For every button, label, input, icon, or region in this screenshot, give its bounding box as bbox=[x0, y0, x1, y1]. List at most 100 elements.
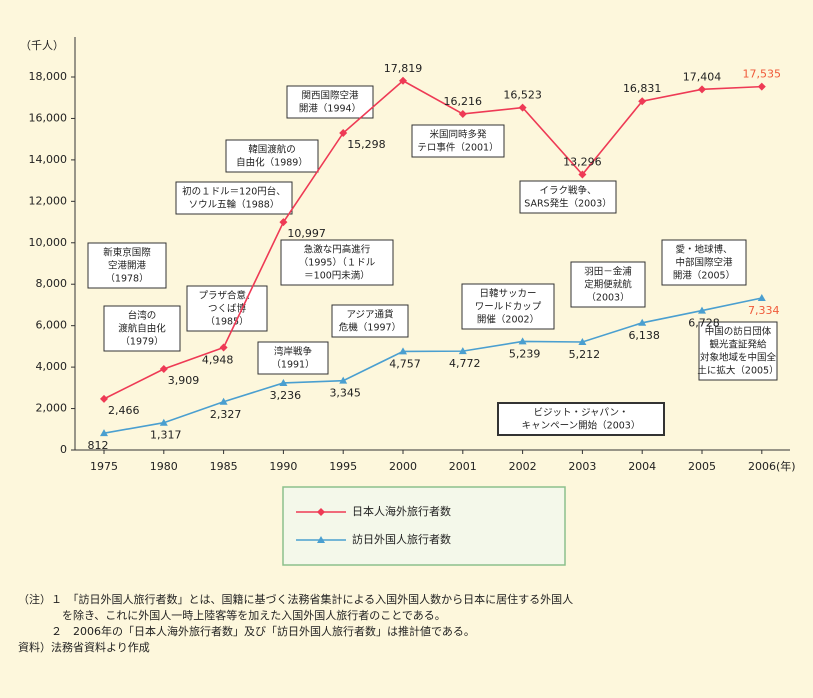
x-tick-label: 2001 bbox=[449, 460, 477, 473]
annotation-text: 急激な円高進行 bbox=[304, 244, 371, 256]
annotation-text: ビジット・ジャパン・ bbox=[533, 408, 628, 419]
annotation-text: つくば博 bbox=[208, 303, 247, 315]
data-label: 5,212 bbox=[569, 348, 601, 361]
point bbox=[698, 85, 706, 94]
point bbox=[339, 376, 348, 384]
y-tick-label: 0 bbox=[60, 443, 67, 456]
annotation-box bbox=[225, 139, 319, 173]
data-label: 13,296 bbox=[563, 155, 602, 168]
legend-label: 訪日外国人旅行者数 bbox=[352, 532, 451, 546]
y-tick-label: 8,000 bbox=[36, 277, 68, 290]
data-label: 17,535 bbox=[743, 68, 782, 81]
annotation: プラザ合意、つくば博（1985） bbox=[186, 285, 268, 332]
data-label: 3,236 bbox=[270, 389, 302, 402]
y-tick-label: 2,000 bbox=[36, 402, 68, 415]
data-label: 5,239 bbox=[509, 347, 541, 360]
data-label: 17,404 bbox=[683, 70, 722, 83]
x-tick-label: 1990 bbox=[269, 460, 297, 473]
point bbox=[219, 397, 228, 405]
annotation-text: SARS発生（2003） bbox=[524, 198, 612, 210]
annotation-box bbox=[286, 85, 374, 119]
annotation-text: テロ事件（2001） bbox=[417, 142, 498, 154]
point bbox=[638, 97, 647, 106]
annotation-text: （1995）（１ドル bbox=[299, 257, 376, 269]
annotation-text: 新東京国際 bbox=[103, 247, 151, 259]
annotation: 初の１ドル＝120円台、ソウル五輪（1988） bbox=[175, 181, 293, 215]
x-tick-label: 1980 bbox=[150, 460, 178, 473]
x-tick-label: 2006(年) bbox=[748, 459, 796, 473]
point bbox=[100, 429, 108, 437]
point bbox=[757, 82, 766, 91]
annotation-text: 対象地域を中国全 bbox=[700, 352, 777, 364]
annotation-box bbox=[570, 261, 646, 308]
annotation: 急激な円高進行（1995）（１ドル＝100円未満） bbox=[280, 239, 394, 286]
data-label: 1,317 bbox=[150, 429, 182, 442]
point bbox=[399, 347, 407, 355]
point bbox=[638, 318, 647, 326]
annotation-text: （1979） bbox=[120, 336, 163, 348]
annotation-text: キャンペーン開始（2003） bbox=[522, 420, 641, 432]
legend-label: 日本人海外旅行者数 bbox=[352, 504, 451, 518]
data-label: 4,948 bbox=[202, 353, 234, 366]
legend-marker bbox=[317, 536, 325, 543]
data-label: 6,728 bbox=[688, 317, 720, 330]
point bbox=[518, 103, 527, 112]
point bbox=[757, 294, 766, 302]
annotation-text: 中部国際空港 bbox=[675, 257, 733, 269]
x-tick-label: 1985 bbox=[210, 460, 238, 473]
data-label: 2,466 bbox=[108, 404, 140, 417]
annotation-text: 開港（1994） bbox=[299, 103, 361, 115]
data-label: 4,757 bbox=[389, 357, 421, 370]
x-tick-label: 2004 bbox=[628, 460, 656, 473]
data-label: 10,997 bbox=[287, 227, 326, 240]
annotation-box bbox=[331, 304, 409, 338]
annotation-text: （2003） bbox=[586, 292, 629, 304]
data-label: 2,327 bbox=[210, 408, 242, 421]
y-tick-label: 10,000 bbox=[29, 236, 68, 249]
note-line: 資料）法務省資料より作成 bbox=[18, 641, 150, 654]
series-line bbox=[103, 297, 762, 434]
data-label: 812 bbox=[88, 439, 109, 452]
annotation-box bbox=[661, 239, 747, 286]
data-label: 3,345 bbox=[329, 387, 361, 400]
point bbox=[159, 364, 168, 373]
annotation-text: 空港開港 bbox=[108, 260, 147, 272]
x-tick-label: 2003 bbox=[568, 460, 596, 473]
annotation-box bbox=[280, 239, 394, 286]
data-label: 17,819 bbox=[384, 62, 423, 75]
data-label: 4,772 bbox=[449, 357, 481, 370]
y-tick-label: 16,000 bbox=[29, 111, 68, 124]
point bbox=[578, 170, 587, 179]
x-tick-label: 2005 bbox=[688, 460, 716, 473]
annotation-text: プラザ合意、 bbox=[198, 290, 255, 302]
annotation-box bbox=[411, 124, 505, 158]
annotation-text: 中国の訪日団体 bbox=[705, 326, 772, 338]
x-tick-label: 1975 bbox=[90, 460, 118, 473]
legend-box bbox=[282, 486, 566, 566]
annotation-text: （1991） bbox=[271, 359, 314, 371]
annotation-text: 米国同時多発 bbox=[429, 129, 487, 141]
y-unit: （千人） bbox=[20, 39, 64, 52]
annotation-text: 観光査証発給 bbox=[709, 339, 767, 351]
point bbox=[159, 418, 168, 426]
annotation-box bbox=[257, 341, 329, 375]
annotation-text: 渡航自由化 bbox=[118, 323, 166, 335]
annotation-text: 初の１ドル＝120円台、 bbox=[182, 186, 286, 198]
annotation-text: ＝100円未満） bbox=[304, 270, 370, 282]
annotation-text: ワールドカップ bbox=[475, 302, 542, 313]
y-tick-label: 18,000 bbox=[29, 70, 68, 83]
annotation-text: 開催（2002） bbox=[477, 314, 539, 326]
data-label: 15,298 bbox=[347, 138, 386, 151]
point bbox=[219, 343, 228, 352]
annotation-box bbox=[519, 180, 617, 214]
point bbox=[100, 394, 108, 403]
annotation: ビジット・ジャパン・キャンペーン開始（2003） bbox=[497, 402, 665, 436]
annotation-text: 定期便就航 bbox=[584, 279, 632, 291]
